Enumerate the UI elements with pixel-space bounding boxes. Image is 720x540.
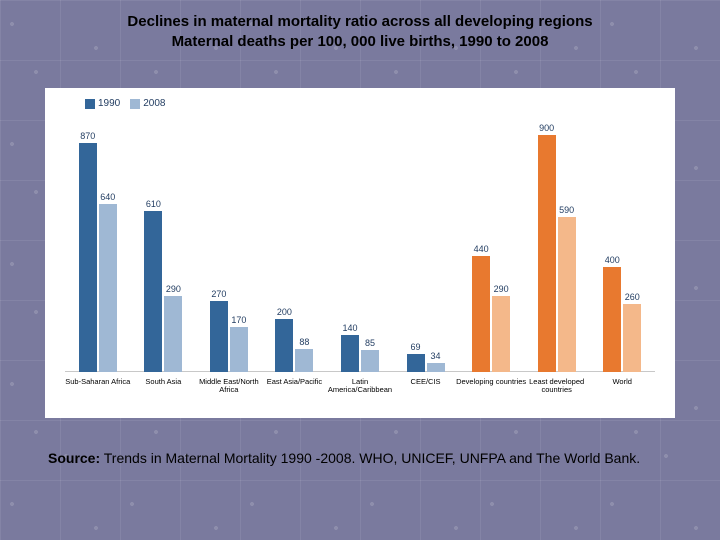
category-label: Latin America/Caribbean [324,378,396,395]
legend-label: 2008 [143,98,165,109]
value-label-1990: 140 [335,323,365,333]
value-label-1990: 270 [204,289,234,299]
bar-2008 [99,204,117,372]
bar-1990 [538,135,556,372]
value-label-1990: 400 [597,255,627,265]
bar-2008 [558,217,576,372]
bar-2008 [492,296,510,372]
value-label-2008: 290 [486,284,516,294]
plot-area: 870640Sub-Saharan Africa610290South Asia… [65,122,655,372]
value-label-2008: 85 [355,338,385,348]
legend-swatch [85,99,95,109]
legend: 1990 2008 [85,98,176,109]
value-label-1990: 900 [532,123,562,133]
title-line-2: Maternal deaths per 100, 000 live births… [0,32,720,52]
value-label-1990: 200 [269,307,299,317]
source-label: Source: [48,450,100,466]
title-line-1: Declines in maternal mortality ratio acr… [0,12,720,32]
category-label: Least developed countries [521,378,593,395]
bar-1990 [210,301,228,372]
category-label: CEE/CIS [390,378,462,386]
category-label: South Asia [127,378,199,386]
value-label-2008: 170 [224,315,254,325]
source-line: Source: Trends in Maternal Mortality 199… [48,450,668,466]
value-label-2008: 34 [421,351,451,361]
value-label-2008: 88 [289,337,319,347]
chart-panel: 1990 2008 870 640 Sub-Saharan Africa 610 290 S… [45,88,675,418]
category-label: Sub-Saharan Africa [62,378,134,386]
bar-2008 [623,304,641,372]
bar-2008 [295,349,313,372]
category-label: Middle East/North Africa [193,378,265,395]
chart-title: Declines in maternal mortality ratio acr… [0,12,720,53]
bar-2008 [164,296,182,372]
bar-2008 [361,350,379,372]
bar-2008 [427,363,445,372]
value-label-2008: 260 [617,292,647,302]
category-label: East Asia/Pacific [258,378,330,386]
category-label: World [586,378,658,386]
legend-label: 1990 [98,98,120,109]
value-label-1990: 610 [138,199,168,209]
bar-1990 [472,256,490,372]
value-label-2008: 290 [158,284,188,294]
category-label: Developing countries [455,378,527,386]
value-label-1990: 440 [466,244,496,254]
source-text: Trends in Maternal Mortality 1990 -2008.… [100,450,640,466]
bar-2008 [230,327,248,372]
bar-1990 [79,143,97,372]
value-label-1990: 870 [73,131,103,141]
bar-1990 [603,267,621,372]
value-label-2008: 590 [552,205,582,215]
legend-swatch [130,99,140,109]
value-label-2008: 640 [93,192,123,202]
